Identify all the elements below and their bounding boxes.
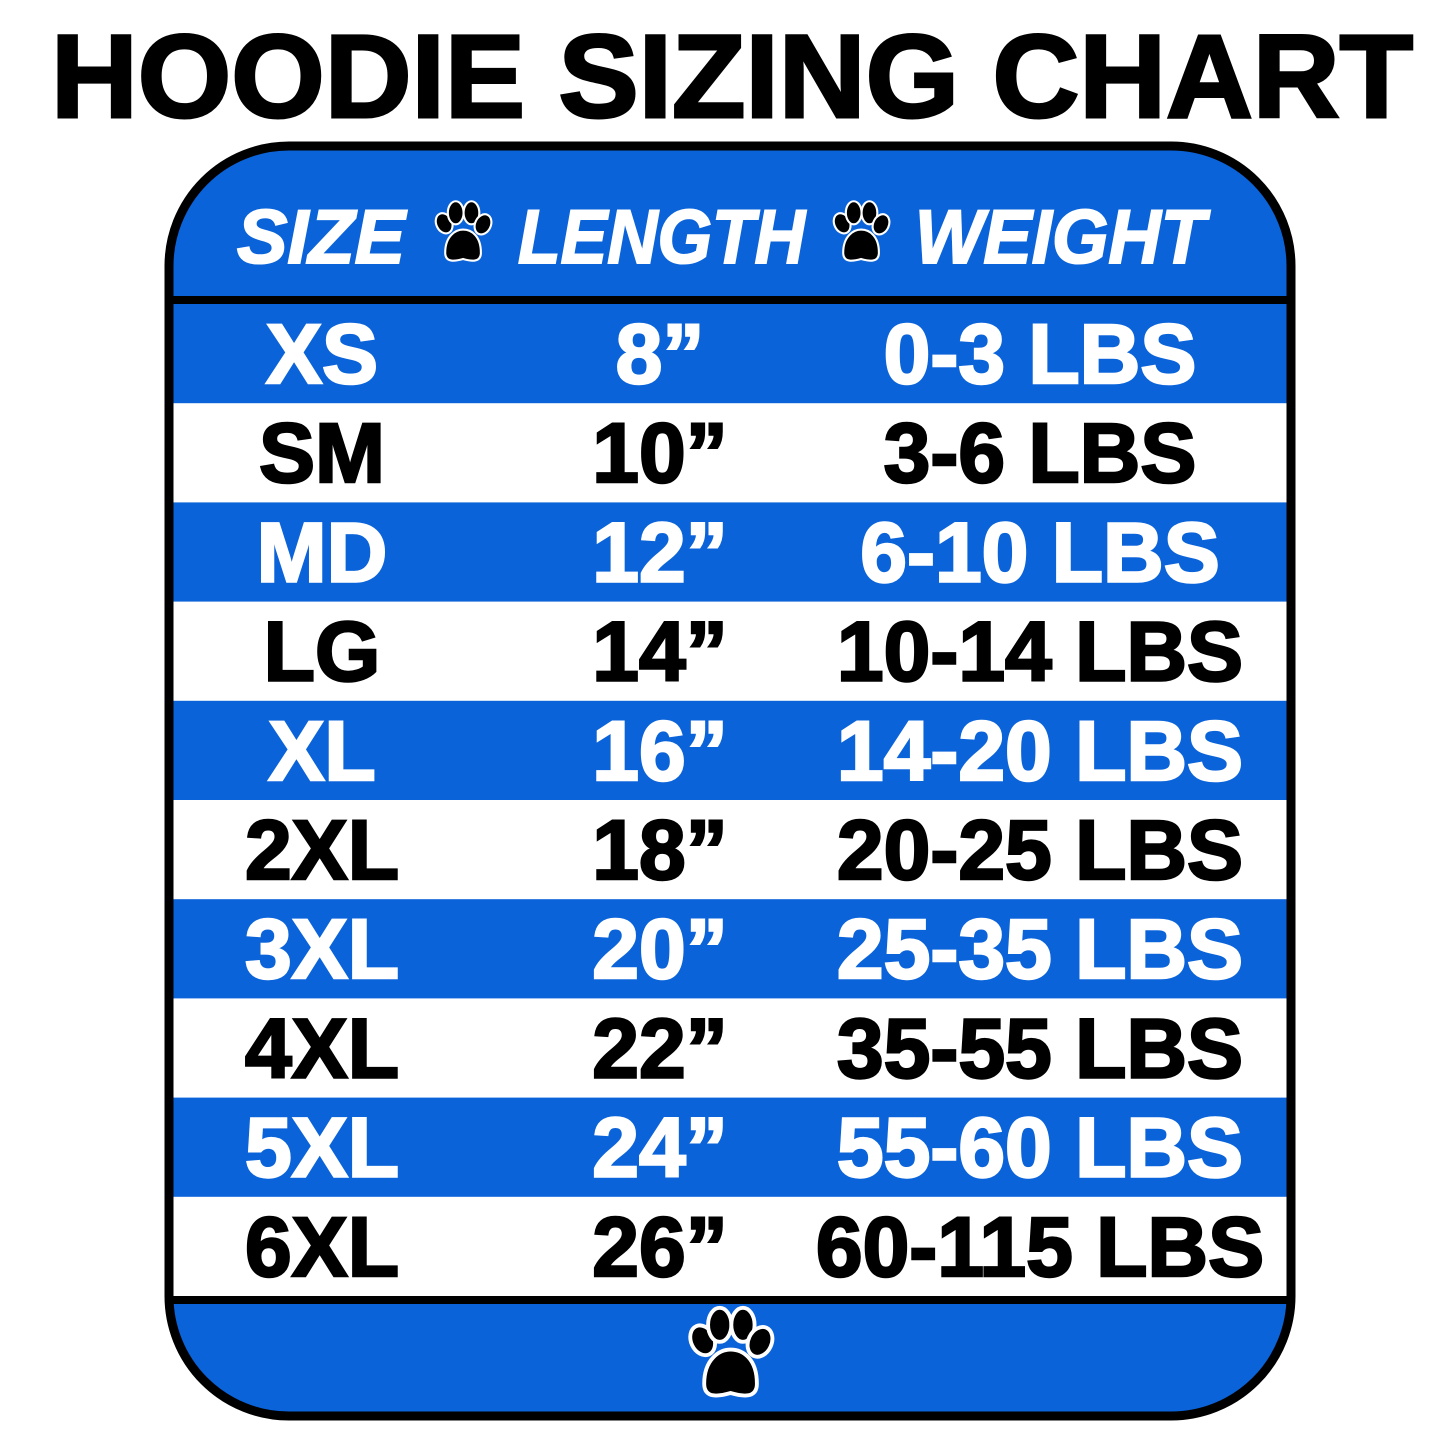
cell-size: 3XL — [245, 902, 399, 996]
table-row — [169, 998, 1291, 1099]
cell-length: 26” — [592, 1200, 727, 1294]
page-title: HOODIE SIZING CHART — [51, 11, 1413, 143]
header-length: LENGTH — [518, 195, 807, 280]
cell-size: MD — [257, 505, 388, 599]
table-row — [169, 1196, 1291, 1297]
cell-weight: 20-25 LBS — [837, 803, 1243, 897]
cell-length: 22” — [592, 1001, 727, 1095]
table-row — [169, 899, 1291, 999]
cell-length: 12” — [592, 505, 727, 599]
cell-weight: 55-60 LBS — [837, 1101, 1243, 1195]
cell-length: 20” — [592, 902, 727, 996]
table-row — [169, 601, 1291, 702]
cell-weight: 25-35 LBS — [837, 902, 1243, 996]
cell-size: XL — [268, 704, 375, 798]
table-header: SIZE LENGTH WEIGHT — [236, 194, 1211, 281]
cell-length: 14” — [592, 605, 727, 699]
header-size: SIZE — [237, 195, 407, 280]
table-row — [169, 800, 1291, 900]
cell-weight: 6-10 LBS — [860, 505, 1219, 599]
cell-size: 5XL — [245, 1101, 399, 1195]
cell-length: 10” — [592, 406, 727, 500]
cell-length: 18” — [592, 803, 727, 897]
cell-weight: 14-20 LBS — [837, 704, 1243, 798]
cell-weight: 10-14 LBS — [837, 605, 1243, 699]
table-row — [169, 700, 1291, 801]
cell-weight: 60-115 LBS — [816, 1200, 1264, 1294]
table-row — [169, 304, 1291, 404]
cell-weight: 3-6 LBS — [884, 406, 1197, 500]
cell-length: 24” — [592, 1101, 727, 1195]
table-body: XS 8” 0-3 LBS SM 10” 3-6 LBS MD 12” 6-10 LBS LG 14… — [244, 306, 1266, 1295]
cell-length: 16” — [592, 704, 727, 798]
cell-weight: 0-3 LBS — [884, 307, 1197, 401]
cell-size: SM — [259, 406, 385, 500]
cell-length: 8” — [616, 307, 705, 401]
cell-weight: 35-55 LBS — [837, 1001, 1243, 1095]
cell-size: 4XL — [245, 1001, 399, 1095]
cell-size: LG — [264, 605, 381, 699]
table-border — [164, 141, 1296, 1421]
cell-size: 2XL — [245, 803, 399, 897]
table-row — [169, 1097, 1291, 1198]
table-row — [169, 502, 1291, 603]
table-row — [169, 403, 1291, 503]
cell-size: 6XL — [245, 1200, 399, 1294]
header-weight: WEIGHT — [915, 195, 1210, 280]
cell-size: XS — [266, 307, 378, 401]
sizing-table — [169, 146, 1291, 1416]
